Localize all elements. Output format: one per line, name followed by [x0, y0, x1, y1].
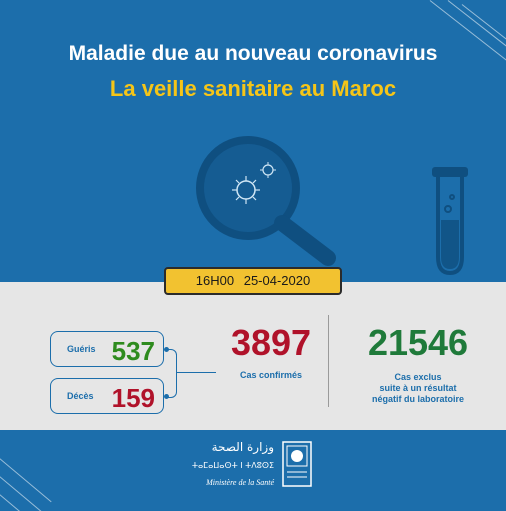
title-line-1: Maladie due au nouveau coronavirus	[68, 42, 438, 65]
connector-dot	[164, 394, 169, 399]
excluded-label: Cas exclus suite à un résultat négatif d…	[350, 372, 486, 405]
confirmed-value: 3897	[230, 322, 312, 363]
test-tube-icon	[432, 167, 468, 276]
deaths-card: Décès 159	[50, 378, 164, 414]
excluded-label-line2: suite à un résultat	[379, 383, 457, 393]
ministry-name-arabic: وزارة الصحة	[211, 440, 274, 454]
ministry-logo-icon	[282, 441, 312, 487]
date-badge: 16H00 25-04-2020	[164, 267, 342, 295]
deaths-value: 159	[111, 383, 155, 413]
decorative-line	[0, 450, 52, 503]
header-panel: Maladie due au nouveau coronavirus La ve…	[68, 0, 506, 276]
ministry-name-tifinagh: ⵜⴰⵎⴰⵡⴰⵙⵜ ⵏ ⵜⴷⵓⵙⵉ	[191, 461, 274, 470]
ministry-name-french: Ministère de la Santé	[206, 478, 274, 487]
confirmed-label: Cas confirmés	[239, 370, 303, 380]
recovered-card: Guéris 537	[50, 331, 164, 367]
excluded-label-line3: négatif du laboratoire	[371, 394, 464, 404]
footer-panel	[0, 430, 506, 511]
report-time: 16H00	[195, 273, 235, 288]
divider	[328, 315, 329, 407]
magnifier-virus-icon	[196, 136, 336, 266]
connector-brace	[168, 349, 177, 398]
report-date: 25-04-2020	[243, 273, 311, 288]
deaths-label: Décès	[67, 391, 94, 401]
title-line-2: La veille sanitaire au Maroc	[109, 76, 397, 101]
connector-arm	[176, 372, 216, 373]
excluded-value: 21546	[367, 322, 469, 363]
excluded-label-line1: Cas exclus	[394, 372, 442, 382]
recovered-label: Guéris	[67, 344, 96, 354]
recovered-value: 537	[111, 336, 155, 366]
connector-dot	[164, 347, 169, 352]
